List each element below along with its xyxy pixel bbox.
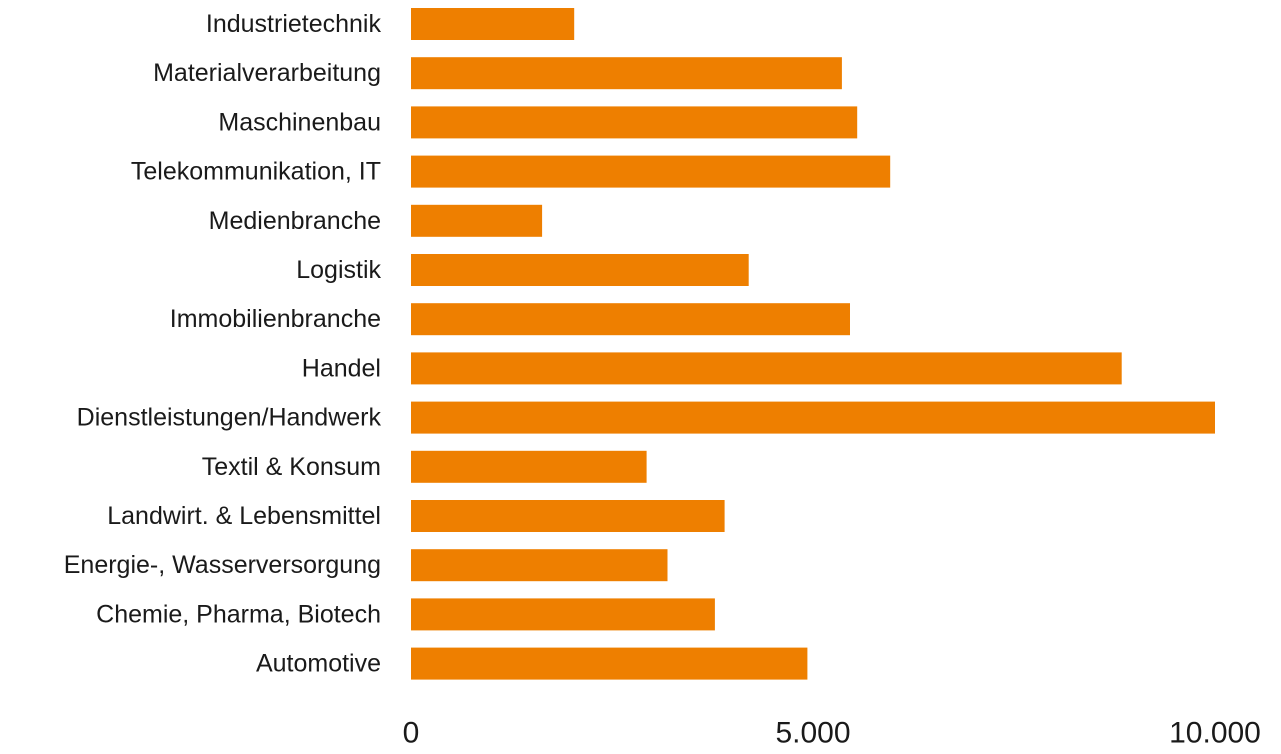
- category-label: Telekommunikation, IT: [131, 158, 381, 186]
- bar: [411, 450, 647, 483]
- bar: [411, 254, 749, 286]
- category-label: Dienstleistungen/Handwerk: [77, 404, 382, 432]
- bar: [411, 549, 668, 582]
- bar: [411, 8, 575, 40]
- bar: [411, 155, 891, 188]
- category-label: Chemie, Pharma, Biotech: [96, 600, 381, 628]
- category-label: Landwirt. & Lebensmittel: [107, 502, 381, 530]
- bar: [411, 204, 543, 237]
- x-tick-label: 0: [403, 717, 420, 750]
- bar: [411, 647, 808, 680]
- bar: [411, 303, 850, 336]
- bar: [411, 500, 725, 532]
- x-axis-tick-labels: 0 5.000 10.000: [403, 717, 1261, 750]
- category-label: Immobilienbranche: [170, 305, 381, 333]
- x-tick-label: 5.000: [775, 717, 850, 750]
- bar: [411, 598, 715, 631]
- bar: [411, 106, 858, 139]
- category-label: Textil & Konsum: [202, 453, 381, 481]
- category-label: Energie-, Wasserversorgung: [64, 551, 381, 579]
- bar: [411, 352, 1122, 385]
- bars-group: [411, 8, 1215, 680]
- category-labels: Industrietechnik Materialverarbeitung Masc…: [64, 10, 382, 678]
- category-label: Maschinenbau: [218, 108, 381, 136]
- bar: [411, 401, 1215, 434]
- category-label: Medienbranche: [209, 207, 381, 235]
- category-label: Industrietechnik: [206, 10, 382, 38]
- category-label: Handel: [302, 354, 381, 382]
- category-label: Logistik: [296, 256, 381, 284]
- category-label: Automotive: [256, 650, 381, 678]
- bar: [411, 57, 842, 90]
- category-label: Materialverarbeitung: [153, 59, 381, 87]
- x-tick-label: 10.000: [1169, 717, 1261, 750]
